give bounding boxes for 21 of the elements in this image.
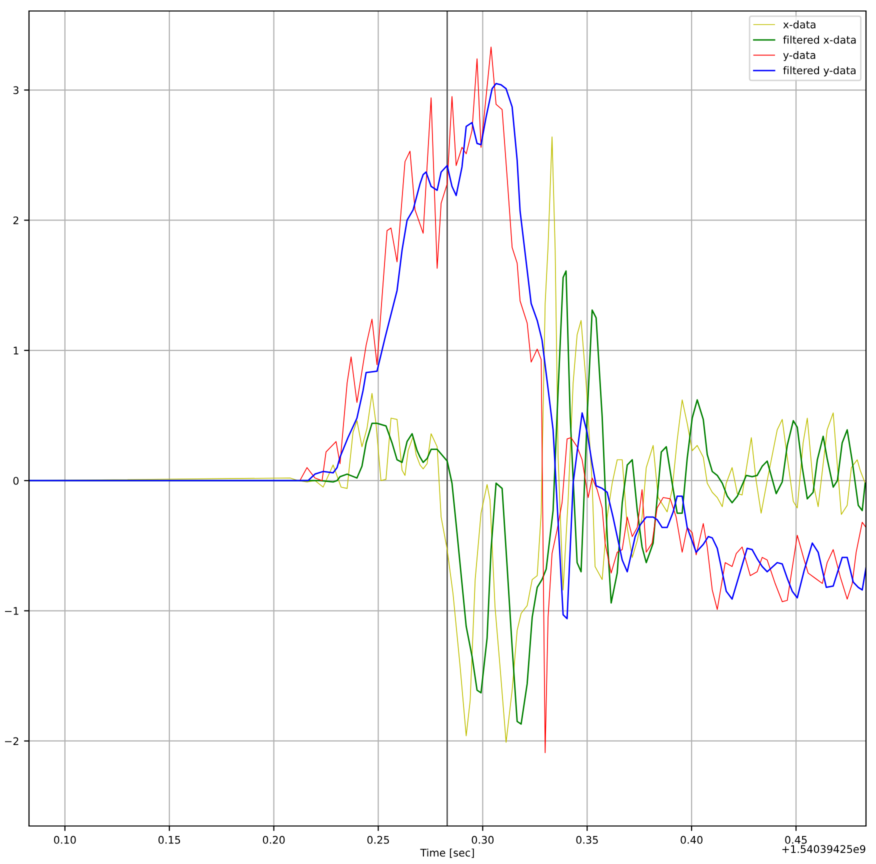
x-tick-label: 0.45 [785,836,807,844]
legend-label: x-data [783,20,816,28]
x-tick-label: 0.40 [680,836,702,844]
x-tick-label: 0.20 [262,836,285,844]
line-series [29,82,866,620]
x-tick-label: 0.35 [576,836,598,844]
y-tick-label: −1 [5,607,18,615]
y-tick-label: 3 [13,86,18,94]
y-tick-label: 1 [14,346,18,354]
text: +1.54039425e9 [782,845,866,854]
legend-label: y-data [783,50,816,62]
y-tick-label: −2 [5,737,18,745]
legend-label: filtered x-data [783,36,856,44]
legend-label: filtered y-data [783,66,856,76]
y-tick-label: 2 [13,216,18,224]
x-tick-label: 0.10 [54,836,76,844]
x-tick-label: 0.30 [472,836,494,844]
x-tick-label: 0.15 [158,836,180,844]
x-tick-label: 0.25 [367,836,389,844]
x-axis-title: Time [sec] [420,848,474,858]
y-tick-label: 0 [13,476,19,485]
